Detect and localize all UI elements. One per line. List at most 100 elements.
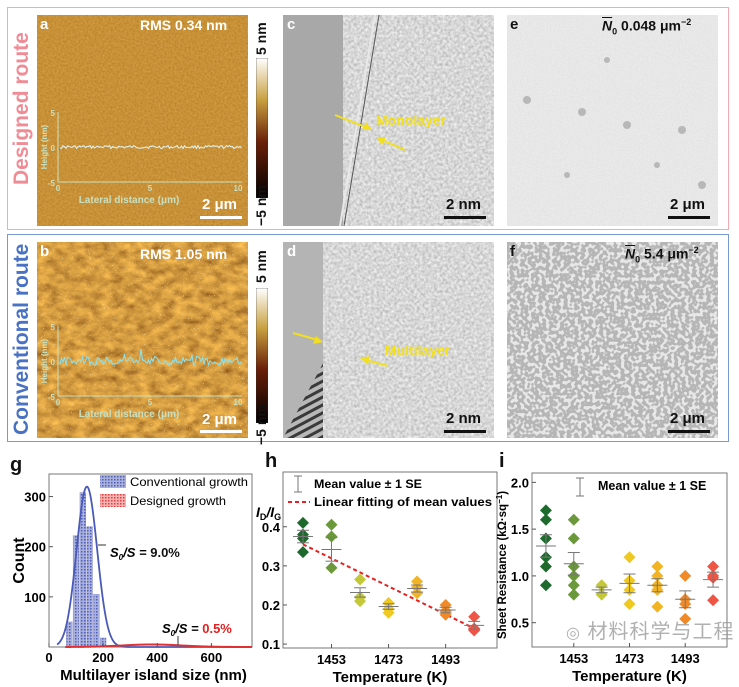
y-tick-label: 100	[24, 590, 46, 605]
y-tick-label: 0.5	[511, 616, 529, 631]
density-symbol: N	[602, 17, 613, 34]
inset-y-tick: 5	[51, 323, 56, 332]
data-point	[567, 532, 580, 545]
x-tick-label: 1453	[559, 651, 588, 666]
annotation-ratio: S0/S = 0.5%	[162, 621, 232, 638]
inset-y-label: Height (nm)	[40, 124, 49, 169]
data-point	[567, 569, 580, 582]
data-point	[439, 608, 452, 621]
data-point	[539, 504, 552, 517]
height-profile-line	[59, 144, 242, 150]
y-tick-label: 300	[24, 490, 46, 505]
y-tick-label: 1.5	[511, 522, 529, 537]
fit-curve-designed	[65, 643, 252, 648]
y-axis-label: Count	[11, 537, 28, 584]
y-tick-label: 1.0	[511, 569, 529, 584]
legend-label-conventional: Conventional growth	[130, 475, 248, 489]
data-point	[382, 606, 395, 619]
x-tick-label: 400	[146, 650, 168, 665]
histogram-bar	[66, 621, 73, 648]
inset-y-label: Height (nm)	[40, 338, 49, 383]
inset-y-tick: -5	[48, 179, 56, 188]
panel-d-scale-label: 2 nm	[446, 410, 482, 427]
data-point	[468, 624, 481, 637]
data-point	[679, 612, 692, 625]
x-tick-label: 0	[45, 650, 52, 665]
x-tick-label: 1493	[431, 652, 460, 667]
data-point	[679, 569, 692, 582]
panel-f-scale-label: 2 μm	[670, 410, 706, 427]
y-tick-label: 0.2	[262, 598, 280, 613]
panel-d-letter: d	[287, 243, 297, 260]
panel-b-scale-bar	[200, 430, 242, 433]
data-point	[539, 560, 552, 573]
panel-c-letter: c	[287, 16, 296, 33]
data-point	[567, 579, 580, 592]
panel-e-letter: e	[510, 16, 519, 33]
panel-a-afm-image: 5 0 -5 0 5 10 Height (nm) Lateral distance (μm)	[37, 15, 248, 226]
density-sub: 0	[635, 254, 641, 265]
x-tick-label: 1473	[374, 652, 403, 667]
legend-label-designed: Designed growth	[130, 494, 226, 508]
inset-x-label: Lateral distance (μm)	[79, 195, 180, 206]
plot-frame	[282, 471, 498, 649]
colorbar-bottom	[256, 288, 268, 423]
x-axis-label: Multilayer island size (nm)	[60, 667, 247, 684]
histogram-bar	[93, 594, 100, 648]
inset-x-tick: 10	[234, 398, 243, 407]
density-exp: −2	[680, 17, 692, 27]
colorbar-top-min-label: −5 nm	[253, 185, 269, 226]
x-tick-label: 1453	[317, 652, 346, 667]
panel-g-letter: g	[10, 454, 23, 476]
panel-a-rms: RMS 0.34 nm	[140, 17, 228, 33]
colorbar-bottom-max-label: 5 nm	[253, 250, 269, 283]
legend-swatch-conventional	[100, 475, 126, 488]
monolayer-arrows	[334, 114, 406, 151]
panel-h-letter: h	[265, 450, 278, 472]
inset-x-label: Lateral distance (μm)	[79, 409, 180, 420]
data-point	[325, 530, 338, 543]
data-point	[567, 588, 580, 601]
height-profile-line	[59, 349, 242, 367]
panel-b-scale-label: 2 μm	[202, 411, 238, 428]
chart-g: 0 200 400 600 100 200 300 Multilayer island siz…	[11, 473, 253, 684]
panel-c-monolayer-label: Monolayer	[376, 112, 447, 128]
density-exp: −2	[688, 245, 699, 255]
panel-d-tem-image	[283, 242, 494, 438]
panel-e-scale-bar	[668, 216, 710, 219]
panel-d-scale-bar	[444, 430, 486, 433]
data-point	[707, 560, 720, 573]
inset-y-tick: -5	[48, 393, 56, 402]
density-symbol: N	[625, 245, 636, 262]
y-tick-label: 0.1	[262, 637, 280, 652]
chart-i: 1453 1473 1493 0.5 1.0 1.5 2.0 Temperature (K) M…	[495, 472, 728, 685]
panel-f-scale-bar	[668, 430, 710, 433]
data-point	[325, 561, 338, 574]
panel-e-density: N0 0.048 μm−2	[602, 18, 691, 36]
inset-y-tick: 0	[51, 358, 56, 367]
panel-e-scale-label: 2 μm	[670, 196, 706, 213]
wechat-icon: ◎	[566, 625, 581, 642]
data-point	[296, 516, 309, 529]
data-point	[651, 560, 664, 573]
x-tick-label: 600	[201, 650, 223, 665]
y-tick-label: 2.0	[511, 475, 529, 490]
data-point	[623, 551, 636, 564]
legend-label-mean: Mean value ± 1 SE	[314, 479, 422, 491]
y-axis-label: Sheet Resistance (kΩ·sq−1)	[495, 491, 509, 639]
y-tick-label: 0.4	[262, 520, 281, 535]
colorbar-top-max-label: 5 nm	[253, 22, 269, 55]
inset-y-tick: 0	[51, 144, 56, 153]
panel-i-letter: i	[499, 450, 505, 472]
x-tick-label: 1473	[615, 651, 644, 666]
panel-a-scale-bar	[200, 216, 242, 219]
multilayer-arrows	[292, 332, 389, 367]
colorbar-top	[256, 58, 268, 198]
y-axis-label: ID/IG	[256, 504, 281, 522]
density-value: 5.4 μm	[640, 245, 689, 262]
panel-e-sem-image	[507, 15, 718, 226]
designed-route-label: Designed route	[10, 32, 33, 185]
watermark-text: 材料科学与工程	[587, 621, 735, 643]
panel-b-rms: RMS 1.05 nm	[140, 246, 228, 262]
